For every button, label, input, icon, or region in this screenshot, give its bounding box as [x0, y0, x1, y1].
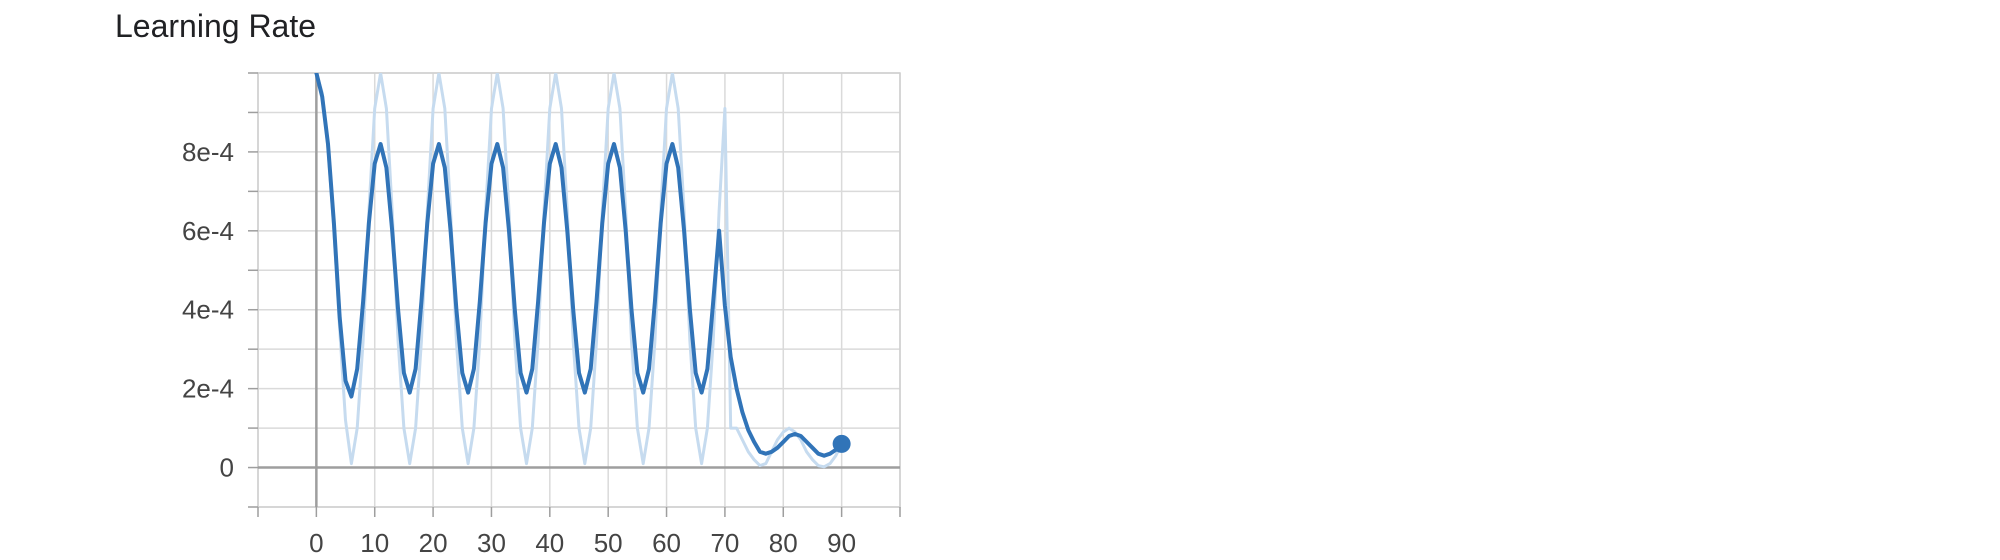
- y-tick-label: 2e-4: [182, 374, 234, 404]
- y-tick-label: 6e-4: [182, 216, 234, 246]
- tick-labels: 0 2e-4 4e-4 6e-4 8e-4 0 10 20 30 40 50 60 70 80 90: [182, 137, 856, 558]
- y-tick-label: 4e-4: [182, 295, 234, 325]
- x-tick-label: 90: [827, 528, 856, 558]
- x-tick-label: 30: [477, 528, 506, 558]
- plot-border: [257, 72, 901, 508]
- series-line-raw: [314, 73, 844, 469]
- series-layer: [314, 73, 851, 469]
- x-tick-label: 80: [769, 528, 798, 558]
- chart-title: Learning Rate: [115, 8, 317, 44]
- x-tick-label: 70: [710, 528, 739, 558]
- x-tick-label: 60: [652, 528, 681, 558]
- y-tick-label: 0: [220, 453, 234, 483]
- x-tick-label: 10: [360, 528, 389, 558]
- x-tick-label: 0: [309, 528, 323, 558]
- axes: [248, 72, 901, 517]
- last-point-marker: [832, 434, 851, 453]
- x-tick-label: 50: [594, 528, 623, 558]
- series-line-smoothed: [314, 73, 844, 458]
- y-tick-label: 8e-4: [182, 137, 234, 167]
- x-tick-label: 40: [535, 528, 564, 558]
- x-tick-label: 20: [419, 528, 448, 558]
